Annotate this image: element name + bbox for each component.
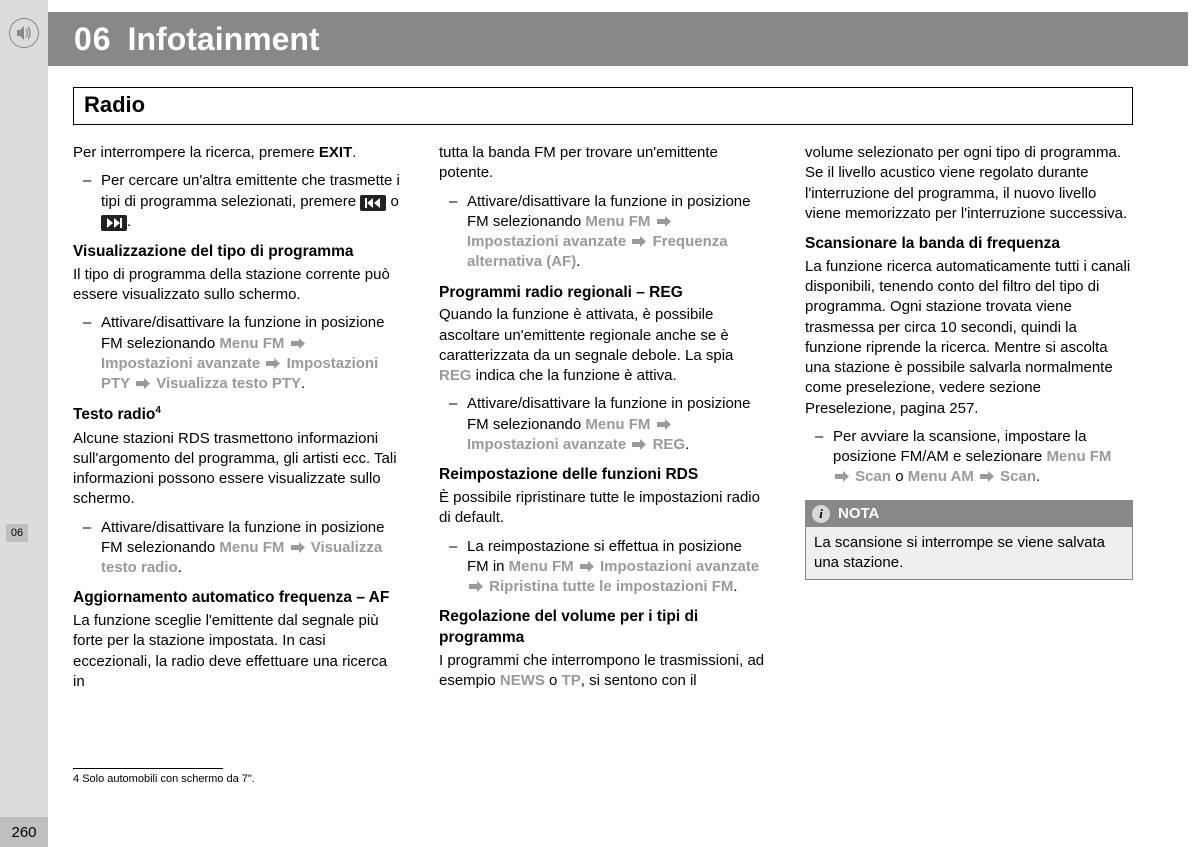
arrow-right-icon — [980, 471, 994, 482]
para: È possibile ripristinare tutte le impost… — [439, 488, 767, 529]
key-exit: EXIT — [319, 144, 352, 161]
heading: Regolazione del volume per i tipi di pro… — [439, 607, 767, 649]
list-item: Per cercare un'altra emittente che trasm… — [73, 171, 401, 232]
heading: Reimpostazione delle funzioni RDS — [439, 465, 767, 486]
heading: Visualizzazione del tipo di programma — [73, 242, 401, 263]
footnote-ref: 4 — [155, 405, 161, 416]
list-item: Attivare/disattivare la funzione in posi… — [73, 518, 401, 579]
program-news: NEWS — [500, 672, 545, 689]
program-tp: TP — [562, 672, 581, 689]
para: Il tipo di programma della stazione corr… — [73, 265, 401, 306]
arrow-right-icon — [657, 216, 671, 227]
arrow-right-icon — [291, 338, 305, 349]
footnote: 4 Solo automobili con schermo da 7". — [73, 773, 255, 785]
para: tutta la banda FM per trovare un'emitten… — [439, 143, 767, 184]
next-track-icon — [101, 215, 127, 231]
text: Per cercare un'altra emittente che trasm… — [101, 172, 400, 209]
prev-track-icon — [360, 195, 386, 211]
heading: Testo radio4 — [73, 404, 401, 426]
note-header: i NOTA — [806, 501, 1132, 527]
para: La funzione sceglie l'emittente dal segn… — [73, 611, 401, 692]
chapter-number: 06 — [74, 21, 112, 58]
arrow-right-icon — [291, 542, 305, 553]
list-item: Attivare/disattivare la funzione in posi… — [439, 394, 767, 455]
indicator-reg: REG — [439, 367, 472, 384]
note-box: i NOTA La scansione si interrompe se vie… — [805, 500, 1133, 581]
arrow-right-icon — [632, 439, 646, 450]
arrow-right-icon — [266, 358, 280, 369]
para: I programmi che interrompono le trasmiss… — [439, 651, 767, 692]
menu-path: Menu FM Impostazioni avanzate Ripristina… — [467, 558, 759, 595]
footnote-rule — [73, 768, 223, 769]
arrow-right-icon — [835, 471, 849, 482]
para: La funzione ricerca automaticamente tutt… — [805, 257, 1133, 419]
para: volume selezionato per ogni tipo di prog… — [805, 143, 1133, 224]
menu-path: Menu AM Scan — [908, 468, 1036, 485]
text: Per interrompere la ricerca, premere — [73, 144, 319, 161]
body-columns: Per interrompere la ricerca, premere EXI… — [73, 143, 1133, 700]
heading: Programmi radio regionali – REG — [439, 283, 767, 304]
info-icon: i — [812, 505, 830, 523]
column-3: volume selezionato per ogni tipo di prog… — [805, 143, 1133, 700]
section-box: Radio — [73, 87, 1133, 125]
column-2: tutta la banda FM per trovare un'emitten… — [439, 143, 767, 700]
para: Alcune stazioni RDS trasmettono informaz… — [73, 429, 401, 510]
para: Per interrompere la ricerca, premere EXI… — [73, 143, 401, 163]
note-body: La scansione si interrompe se viene salv… — [806, 527, 1132, 580]
text: o — [386, 193, 399, 210]
left-margin — [0, 0, 48, 847]
list-item: Per avviare la scansione, impostare la p… — [805, 427, 1133, 488]
section-title: Radio — [84, 92, 1122, 118]
heading: Scansionare la banda di frequenza — [805, 234, 1133, 255]
heading: Aggiornamento automatico frequenza – AF — [73, 588, 401, 609]
page-number: 260 — [0, 817, 48, 847]
note-title: NOTA — [838, 504, 879, 524]
para: Quando la funzione è attivata, è possibi… — [439, 305, 767, 386]
arrow-right-icon — [632, 236, 646, 247]
list-item: Attivare/disattivare la funzione in posi… — [439, 192, 767, 273]
chapter-tab: 06 — [6, 524, 28, 542]
arrow-right-icon — [469, 581, 483, 592]
arrow-right-icon — [136, 378, 150, 389]
speaker-icon — [9, 18, 39, 48]
arrow-right-icon — [657, 419, 671, 430]
text: . — [352, 144, 356, 161]
text: . — [127, 213, 131, 230]
chapter-header: 06 Infotainment — [48, 12, 1188, 66]
list-item: Attivare/disattivare la funzione in posi… — [73, 313, 401, 394]
arrow-right-icon — [580, 561, 594, 572]
chapter-title: Infotainment — [128, 21, 320, 58]
list-item: La reimpostazione si effettua in posizio… — [439, 537, 767, 598]
column-1: Per interrompere la ricerca, premere EXI… — [73, 143, 401, 700]
